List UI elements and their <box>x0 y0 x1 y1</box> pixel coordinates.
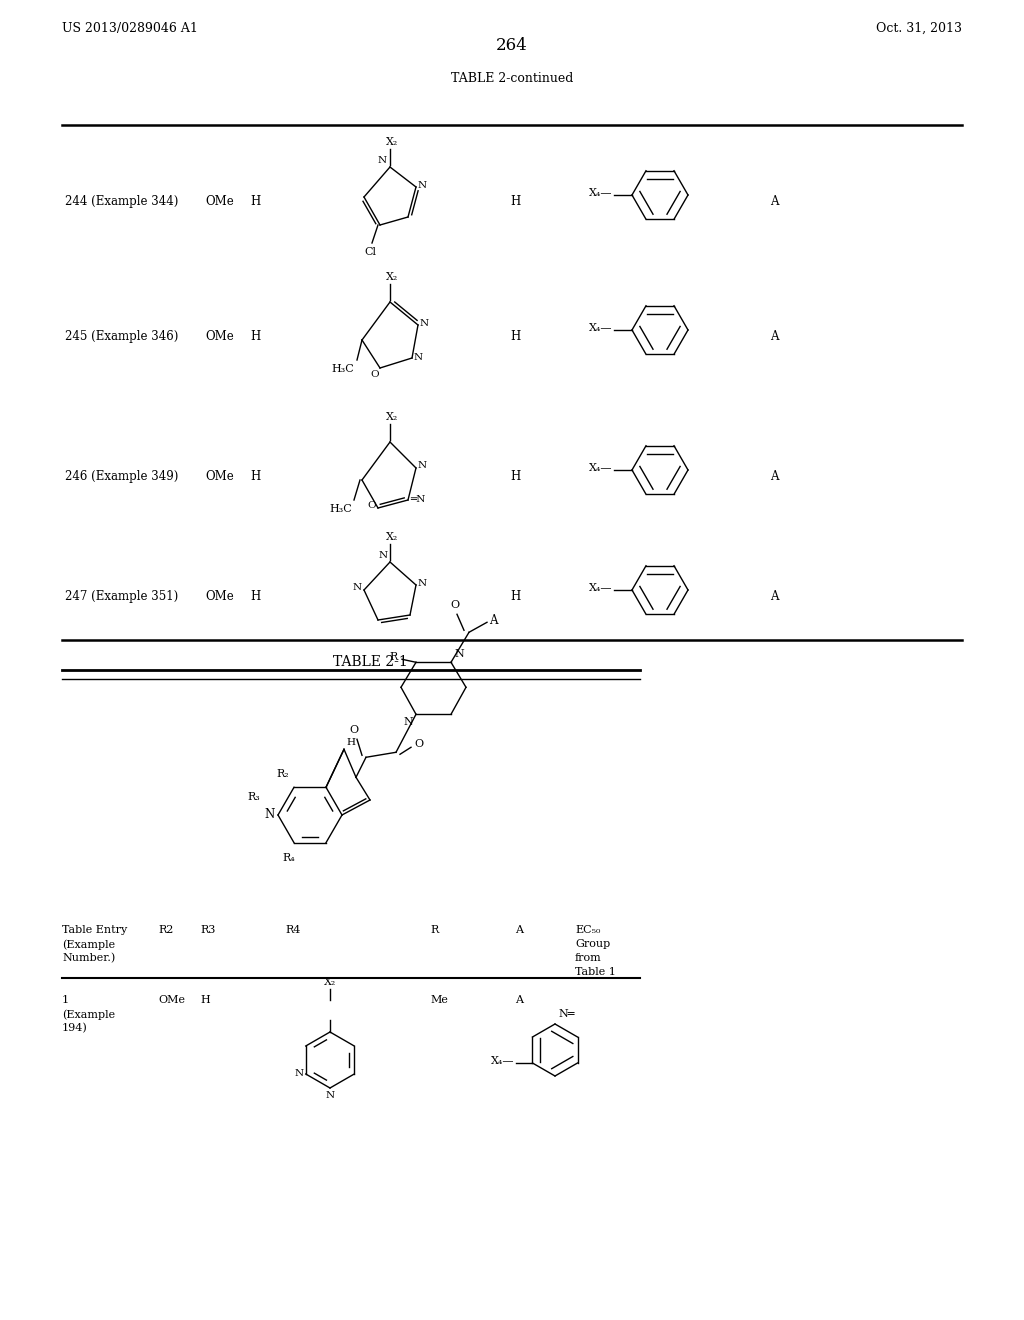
Text: Number.): Number.) <box>62 953 116 964</box>
Text: N: N <box>353 583 362 593</box>
Text: 264: 264 <box>496 37 528 54</box>
Text: Cl: Cl <box>364 247 376 257</box>
Text: N═: N═ <box>558 1008 574 1019</box>
Text: OMe: OMe <box>205 470 233 483</box>
Text: R: R <box>390 652 398 663</box>
Text: R₂: R₂ <box>276 770 289 779</box>
Text: N: N <box>414 354 423 363</box>
Text: X₄—: X₄— <box>490 1056 514 1067</box>
Text: O: O <box>371 370 379 379</box>
Text: X₄—: X₄— <box>589 323 612 333</box>
Text: A: A <box>515 995 523 1005</box>
Text: R₄: R₄ <box>283 853 295 863</box>
Text: OMe: OMe <box>205 330 233 343</box>
Text: (Example: (Example <box>62 939 115 949</box>
Text: N: N <box>378 156 387 165</box>
Text: 245 (Example 346): 245 (Example 346) <box>65 330 178 343</box>
Text: X₂: X₂ <box>386 272 398 282</box>
Text: N: N <box>295 1069 304 1078</box>
Text: 247 (Example 351): 247 (Example 351) <box>65 590 178 603</box>
Text: N: N <box>379 550 388 560</box>
Text: A: A <box>515 925 523 935</box>
Text: X₄—: X₄— <box>589 583 612 593</box>
Text: H: H <box>250 470 260 483</box>
Text: (Example: (Example <box>62 1008 115 1019</box>
Text: Table Entry: Table Entry <box>62 925 127 935</box>
Text: N: N <box>403 717 413 727</box>
Text: H: H <box>250 195 260 209</box>
Text: H₃C: H₃C <box>330 504 352 513</box>
Text: ═N: ═N <box>410 495 425 504</box>
Text: N: N <box>420 318 429 327</box>
Text: TABLE 2-continued: TABLE 2-continued <box>451 73 573 84</box>
Text: A: A <box>770 470 778 483</box>
Text: A: A <box>489 614 498 627</box>
Text: N: N <box>265 808 275 821</box>
Text: R2: R2 <box>158 925 173 935</box>
Text: R3: R3 <box>200 925 215 935</box>
Text: H: H <box>510 330 520 343</box>
Text: H₃C: H₃C <box>331 364 354 374</box>
Text: R4: R4 <box>285 925 300 935</box>
Text: X₄—: X₄— <box>589 187 612 198</box>
Text: H: H <box>510 470 520 483</box>
Text: H: H <box>346 738 355 747</box>
Text: A: A <box>770 590 778 603</box>
Text: R: R <box>430 925 438 935</box>
Text: TABLE 2-1: TABLE 2-1 <box>333 655 408 669</box>
Text: X₂: X₂ <box>324 977 336 987</box>
Text: O: O <box>451 601 460 610</box>
Text: OMe: OMe <box>205 195 233 209</box>
Text: H: H <box>510 590 520 603</box>
Text: X₂: X₂ <box>386 532 398 543</box>
Text: OMe: OMe <box>205 590 233 603</box>
Text: OMe: OMe <box>158 995 185 1005</box>
Text: H: H <box>250 590 260 603</box>
Text: X₄—: X₄— <box>589 463 612 473</box>
Text: R₃: R₃ <box>247 792 260 803</box>
Text: A: A <box>770 195 778 209</box>
Text: N: N <box>326 1092 335 1100</box>
Text: Oct. 31, 2013: Oct. 31, 2013 <box>876 22 962 36</box>
Text: N: N <box>418 578 427 587</box>
Text: Me: Me <box>430 995 447 1005</box>
Text: US 2013/0289046 A1: US 2013/0289046 A1 <box>62 22 198 36</box>
Text: X₂: X₂ <box>386 137 398 147</box>
Text: 1: 1 <box>62 995 70 1005</box>
Text: X₂: X₂ <box>386 412 398 422</box>
Text: from: from <box>575 953 602 964</box>
Text: H: H <box>250 330 260 343</box>
Text: 194): 194) <box>62 1023 88 1034</box>
Text: 246 (Example 349): 246 (Example 349) <box>65 470 178 483</box>
Text: A: A <box>770 330 778 343</box>
Text: H: H <box>510 195 520 209</box>
Text: 244 (Example 344): 244 (Example 344) <box>65 195 178 209</box>
Text: N: N <box>418 462 427 470</box>
Text: N: N <box>418 181 427 190</box>
Text: O: O <box>414 739 423 750</box>
Text: N: N <box>454 649 464 659</box>
Text: O: O <box>368 502 376 511</box>
Text: Table 1: Table 1 <box>575 968 615 977</box>
Text: H: H <box>200 995 210 1005</box>
Text: O: O <box>349 725 358 735</box>
Text: EC₅₀: EC₅₀ <box>575 925 600 935</box>
Text: Group: Group <box>575 939 610 949</box>
